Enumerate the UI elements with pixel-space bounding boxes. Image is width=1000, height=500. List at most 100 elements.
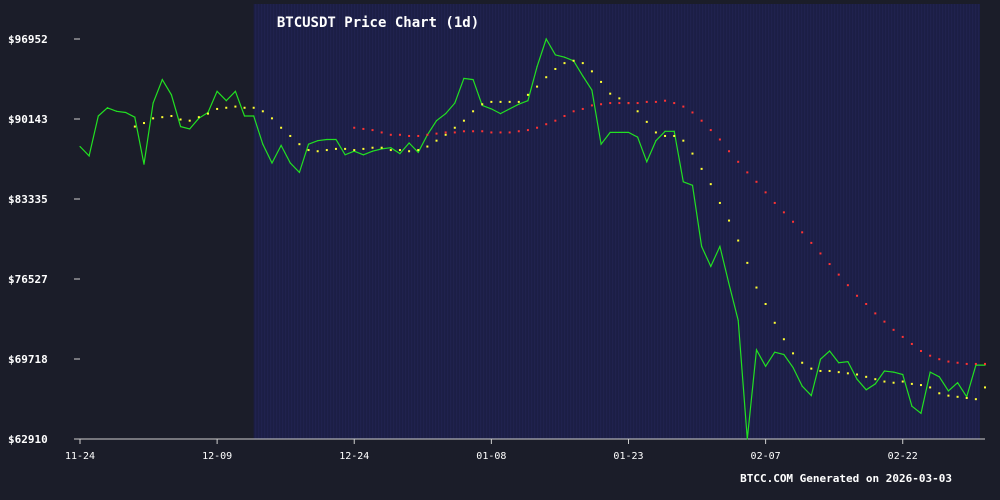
x-tick-label: 01-08 bbox=[476, 451, 506, 462]
price-point bbox=[765, 365, 767, 367]
price-point bbox=[600, 143, 602, 145]
ma-long-point bbox=[590, 104, 593, 107]
ma-short-point bbox=[700, 167, 703, 170]
price-point bbox=[609, 131, 611, 134]
price-point bbox=[682, 181, 684, 183]
ma-short-point bbox=[499, 100, 502, 103]
price-point bbox=[956, 382, 959, 384]
ma-long-point bbox=[892, 328, 895, 331]
ma-long-point bbox=[545, 123, 548, 126]
price-point bbox=[691, 184, 694, 186]
price-point bbox=[856, 378, 858, 380]
ma-long-point bbox=[718, 138, 721, 141]
ma-short-point bbox=[252, 106, 255, 109]
price-point bbox=[746, 438, 748, 440]
series-layer bbox=[79, 37, 986, 440]
price-point bbox=[271, 162, 273, 164]
ma-short-point bbox=[133, 125, 136, 128]
price-point bbox=[371, 150, 374, 152]
ma-long-point bbox=[865, 302, 868, 305]
ma-short-point bbox=[179, 118, 182, 121]
price-point bbox=[326, 138, 328, 141]
ma-long-point bbox=[883, 320, 886, 323]
price-point bbox=[737, 319, 739, 322]
ma-long-point bbox=[664, 99, 667, 102]
price-line bbox=[79, 37, 985, 440]
ma-short-point bbox=[901, 380, 904, 383]
price-point bbox=[701, 245, 703, 248]
price-point bbox=[262, 143, 264, 145]
y-tick-label: $96952 bbox=[8, 33, 48, 46]
ma-short-point bbox=[929, 386, 932, 389]
ma-short-point bbox=[755, 286, 758, 289]
y-tick-label: $62910 bbox=[8, 433, 48, 446]
ma-long-point bbox=[481, 130, 484, 133]
price-point bbox=[637, 136, 639, 138]
ma-long-point bbox=[600, 103, 603, 106]
ma-long-point bbox=[453, 131, 456, 134]
price-point bbox=[646, 161, 648, 163]
ma-short-point bbox=[490, 100, 493, 103]
ma-short-point bbox=[892, 381, 895, 384]
ma-long-point bbox=[572, 110, 575, 113]
ma-short-point bbox=[947, 394, 950, 397]
ma-short-point bbox=[380, 146, 383, 149]
price-point bbox=[88, 155, 90, 157]
ma-long-point bbox=[947, 360, 950, 363]
ma-short-point bbox=[618, 97, 621, 100]
ma-short-point bbox=[270, 117, 273, 120]
ma-long-point bbox=[846, 284, 849, 287]
ma-short-point bbox=[197, 116, 200, 119]
ma-long-point bbox=[709, 129, 712, 132]
ma-long-point bbox=[673, 102, 676, 105]
ma-short-point bbox=[810, 367, 813, 370]
price-point bbox=[755, 349, 758, 351]
ma-long-point bbox=[581, 107, 584, 110]
ma-long-point bbox=[700, 119, 703, 122]
x-tick-label: 11-24 bbox=[65, 451, 95, 462]
price-point bbox=[792, 366, 794, 369]
price-point bbox=[902, 373, 904, 376]
ma-short-point bbox=[984, 386, 986, 389]
ma-long-point bbox=[965, 362, 968, 365]
ma-long-point bbox=[773, 201, 776, 204]
ma-short-point bbox=[764, 302, 767, 305]
ma-long-point bbox=[691, 111, 694, 114]
ma-short-point bbox=[974, 398, 977, 401]
ma-short-point bbox=[234, 105, 237, 108]
ma-long-point bbox=[929, 354, 932, 357]
price-point bbox=[892, 371, 895, 373]
y-tick-label: $69718 bbox=[8, 353, 48, 366]
ma-short-point bbox=[462, 119, 465, 122]
ma-long-point bbox=[389, 133, 392, 136]
ma-short-point bbox=[344, 147, 347, 150]
ma-long-point bbox=[974, 362, 977, 365]
ma-long-point bbox=[837, 273, 840, 276]
ma-long-point bbox=[764, 191, 767, 194]
ma-short-point bbox=[526, 93, 529, 96]
ma-long-point bbox=[380, 131, 383, 134]
price-point bbox=[490, 108, 492, 110]
ma-long-point bbox=[792, 220, 795, 223]
price-point bbox=[874, 383, 876, 385]
price-point bbox=[399, 152, 401, 155]
price-point bbox=[947, 390, 950, 392]
price-point bbox=[463, 77, 465, 79]
ma-short-point bbox=[673, 134, 676, 137]
ma-long-point bbox=[737, 160, 740, 163]
ma-short-point bbox=[773, 321, 776, 324]
ma-short-point bbox=[316, 150, 319, 153]
ma-short-point bbox=[289, 134, 292, 137]
ma-short-point bbox=[298, 143, 301, 146]
price-point bbox=[655, 140, 657, 142]
ma-short-point bbox=[508, 100, 511, 103]
ma-long-point bbox=[353, 126, 356, 129]
ma-short-point bbox=[792, 352, 795, 355]
ma-short-point bbox=[545, 76, 548, 79]
price-point bbox=[179, 125, 182, 128]
price-point bbox=[134, 116, 136, 118]
price-point bbox=[627, 131, 630, 134]
price-point bbox=[307, 143, 310, 145]
ma-short-point bbox=[709, 183, 712, 186]
ma-long-point bbox=[782, 211, 785, 214]
